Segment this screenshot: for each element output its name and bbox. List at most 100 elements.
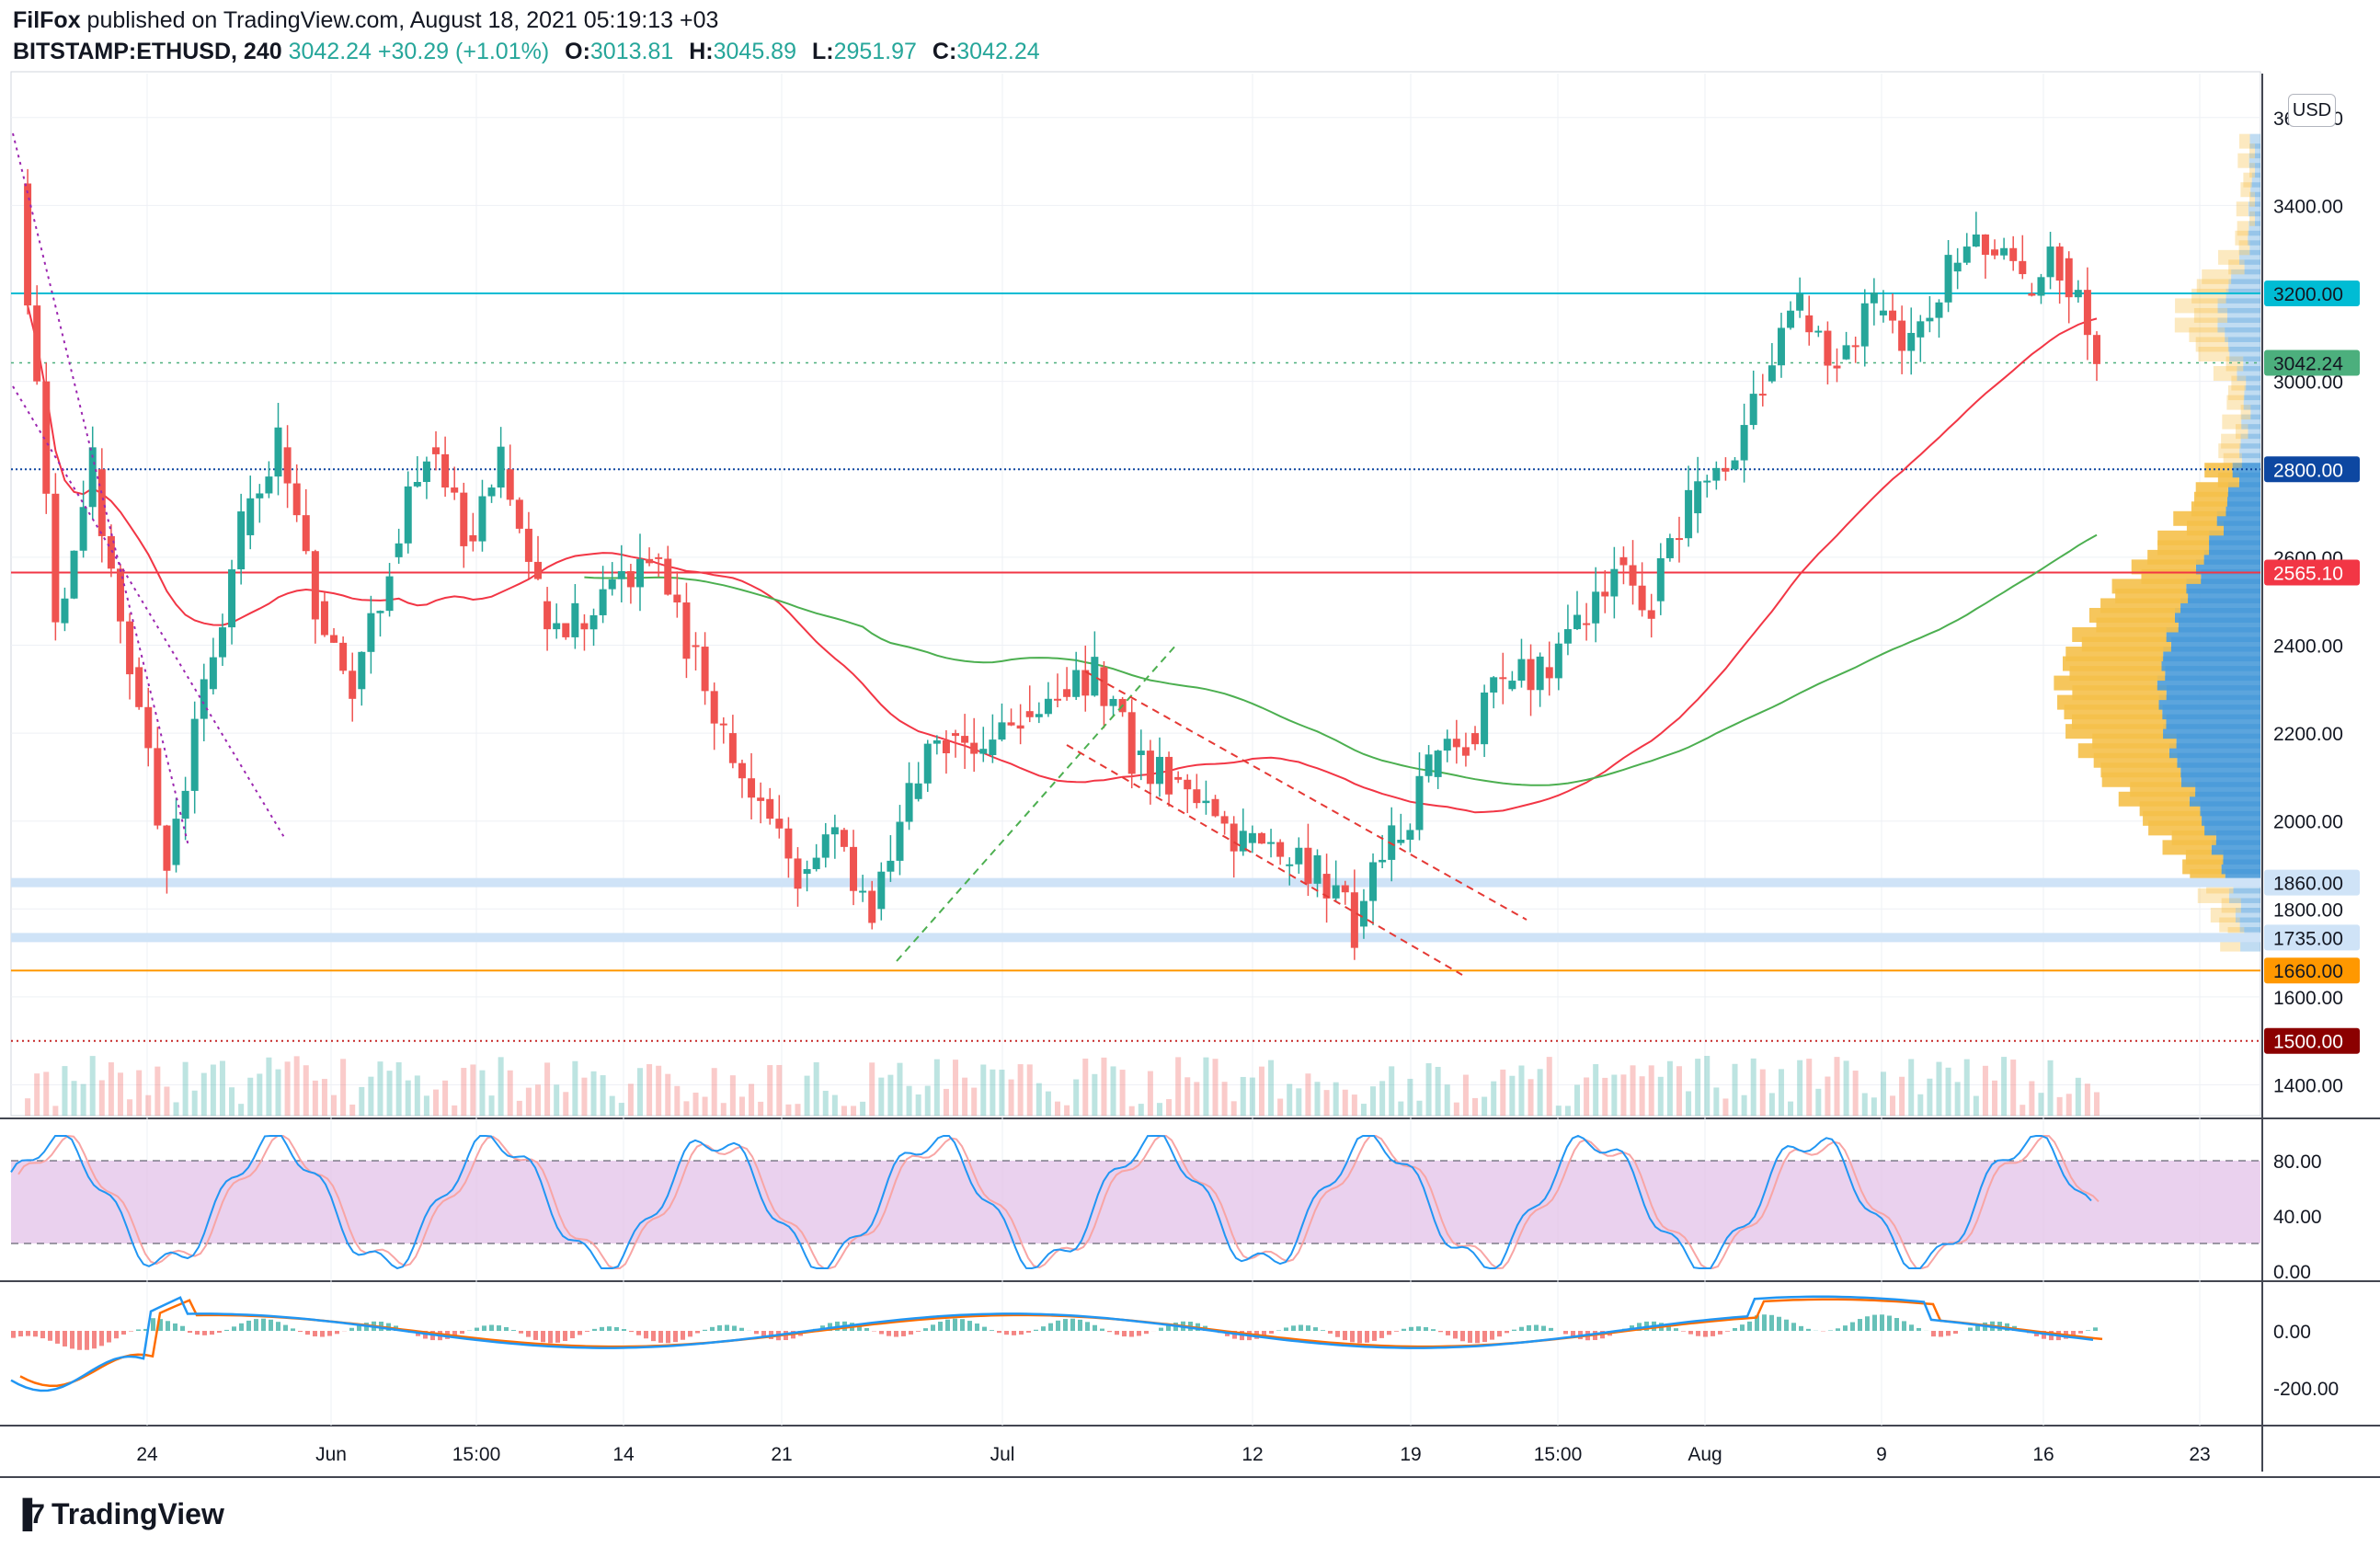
macd-histogram-bar <box>857 1324 862 1331</box>
candle-body <box>1025 711 1034 717</box>
volume-bar <box>1620 1074 1627 1116</box>
currency-button[interactable]: USD <box>2288 94 2336 127</box>
candle-body <box>1007 722 1015 726</box>
volume-bar <box>442 1080 449 1116</box>
time-axis-label: 16 <box>2032 1444 2054 1465</box>
volume-bar <box>1323 1090 1330 1116</box>
volume-profile-bar <box>2243 172 2252 188</box>
volume-bar <box>1389 1066 1395 1116</box>
macd-histogram-bar <box>570 1331 575 1339</box>
volume-bar <box>89 1056 96 1116</box>
candle-body <box>979 749 988 754</box>
volume-bar <box>1555 1106 1562 1116</box>
candle-body <box>1712 467 1721 481</box>
stoch-k-line <box>10 1134 2092 1270</box>
macd-histogram-bar <box>1549 1327 1553 1331</box>
candle-body <box>497 446 505 488</box>
volume-bar <box>1768 1093 1775 1116</box>
macd-histogram-bar <box>1711 1331 1715 1336</box>
volume-bar <box>822 1090 829 1116</box>
volume-profile-bar <box>2249 143 2255 159</box>
candle-body <box>1452 739 1460 748</box>
volume-bar <box>479 1070 486 1116</box>
volume-bar <box>1759 1069 1766 1116</box>
symbol-legend: BITSTAMP:ETHUSD, 240 3042.24 +30.29 (+1.… <box>13 39 1040 65</box>
moving-average-fast <box>27 304 2098 814</box>
price-badge-label: 3200.00 <box>2273 284 2343 305</box>
publisher-name[interactable]: FilFox <box>13 7 81 33</box>
volume-bar <box>1806 1059 1813 1116</box>
volume-bar <box>98 1080 105 1116</box>
volume-profile-bar <box>2174 317 2218 333</box>
macd-histogram-bar <box>210 1331 214 1335</box>
volume-bar <box>340 1059 347 1116</box>
macd-histogram-bar <box>1843 1325 1848 1331</box>
macd-axis-label: 0.00 <box>2273 1322 2311 1343</box>
volume-profile-bar <box>2244 385 2260 401</box>
candle-body <box>228 568 236 628</box>
candle-body <box>923 743 932 784</box>
volume-bar <box>1110 1066 1116 1116</box>
candle-body <box>701 647 709 692</box>
symbol-name[interactable]: BITSTAMP:ETHUSD, 240 <box>13 39 282 64</box>
volume-bar <box>1138 1104 1144 1116</box>
candle-body <box>1824 330 1832 366</box>
price-badge <box>2264 869 2360 896</box>
volume-bar <box>293 1056 300 1116</box>
macd-histogram-bar <box>1946 1331 1951 1336</box>
macd-histogram-bar <box>1534 1324 1539 1331</box>
candle-body <box>868 890 876 923</box>
volume-profile-bar <box>2243 356 2260 372</box>
macd-histogram-bar <box>739 1327 744 1331</box>
macd-histogram-bar <box>269 1319 273 1331</box>
macd-histogram-bar <box>1681 1331 1686 1332</box>
macd-histogram-bar <box>1490 1331 1494 1340</box>
volume-profile-bar <box>2195 337 2228 352</box>
macd-histogram-bar <box>1041 1326 1046 1331</box>
volume-profile-bar <box>2218 249 2240 265</box>
volume-bar <box>1221 1082 1228 1116</box>
macd-histogram-bar <box>151 1318 155 1331</box>
volume-bar <box>646 1064 653 1116</box>
volume-profile-bar <box>2218 443 2240 459</box>
candle-body <box>237 511 246 569</box>
candle-body <box>1239 831 1247 852</box>
candle-body <box>1889 310 1897 321</box>
volume-bar <box>312 1080 318 1116</box>
macd-histogram-bar <box>636 1331 641 1335</box>
macd-histogram-bar <box>1166 1324 1171 1331</box>
macd-histogram-bar <box>1063 1319 1068 1331</box>
volume-bar <box>1277 1098 1284 1116</box>
volume-profile-bar <box>2235 230 2248 246</box>
volume-bar <box>2065 1094 2072 1116</box>
volume-profile-bar <box>2237 366 2260 382</box>
candle-body <box>1165 756 1173 795</box>
candle-body <box>626 570 635 588</box>
volume-profile-bar <box>2223 453 2242 468</box>
macd-histogram-bar <box>761 1331 766 1337</box>
volume-bar <box>1750 1058 1756 1116</box>
volume-profile-bar <box>2237 153 2249 168</box>
candle-body <box>1490 677 1498 693</box>
candle-body <box>1174 776 1183 780</box>
macd-histogram-bar <box>1563 1331 1568 1335</box>
volume-profile-bar <box>2196 279 2229 294</box>
volume-bar <box>1305 1073 1311 1116</box>
macd-histogram-bar <box>1306 1325 1310 1331</box>
volume-bar <box>247 1077 254 1116</box>
candle-body <box>1313 854 1322 884</box>
volume-bar <box>368 1076 374 1116</box>
volume-bar <box>831 1094 838 1116</box>
candle-body <box>571 602 579 637</box>
candle-body <box>1610 568 1619 597</box>
macd-signal-line <box>19 1298 2103 1388</box>
volume-bar <box>1686 1091 1692 1116</box>
volume-bar <box>813 1061 819 1116</box>
volume-bar <box>1546 1057 1552 1116</box>
open-value: 3013.81 <box>589 39 674 64</box>
tradingview-brand[interactable]: ▐7 TradingView <box>13 1497 224 1531</box>
volume-profile-bar <box>2217 317 2260 333</box>
candle-body <box>1481 692 1489 745</box>
candle-body <box>1962 246 1971 263</box>
